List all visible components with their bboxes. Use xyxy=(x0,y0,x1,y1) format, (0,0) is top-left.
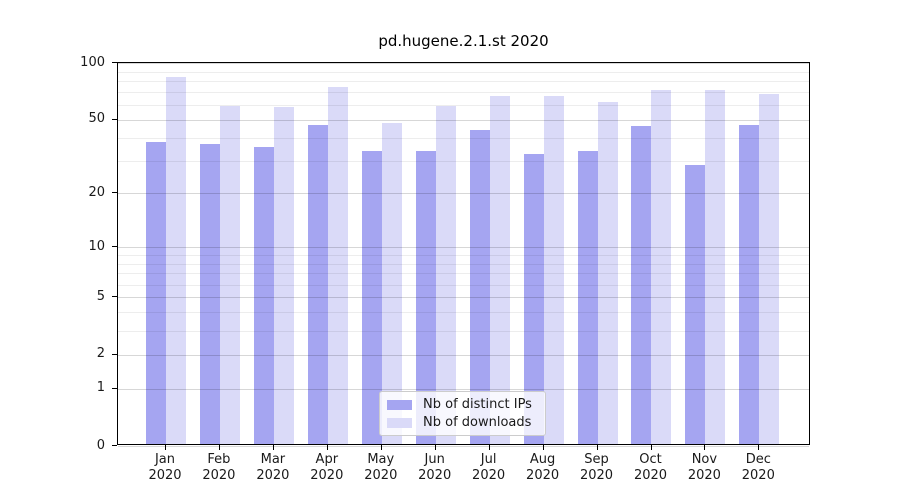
bar-nb-of-distinct-ips-aug xyxy=(523,153,544,444)
bar-nb-of-downloads-sep xyxy=(597,101,618,444)
x-tick-dec xyxy=(758,445,760,450)
bar-nb-of-downloads-jun xyxy=(435,105,456,444)
gridline-50 xyxy=(118,119,809,121)
bar-nb-of-downloads-dec xyxy=(759,93,780,444)
gridline-6 xyxy=(118,284,809,286)
bar-nb-of-distinct-ips-apr xyxy=(307,124,328,444)
x-tick-apr xyxy=(326,445,328,450)
x-tick-feb xyxy=(218,445,220,450)
bar-nb-of-downloads-jan xyxy=(166,77,186,444)
y-tick-1 xyxy=(112,387,117,389)
x-tick-nov xyxy=(704,445,706,450)
y-tick-label-20: 20 xyxy=(88,184,105,200)
y-tick-10 xyxy=(112,246,117,247)
bar-nb-of-distinct-ips-sep xyxy=(577,151,598,444)
x-tick-label-dec: Dec 2020 xyxy=(741,452,775,483)
gridline-2 xyxy=(118,354,809,356)
x-tick-label-apr: Apr 2020 xyxy=(310,452,344,483)
x-tick-label-jun: Jun 2020 xyxy=(418,452,452,483)
x-tick-label-jan: Jan 2020 xyxy=(148,452,182,483)
bar-nb-of-downloads-may xyxy=(381,122,402,444)
y-tick-50 xyxy=(112,118,117,120)
bar-nb-of-distinct-ips-feb xyxy=(199,144,220,444)
gridline-8 xyxy=(118,263,809,265)
y-tick-0 xyxy=(112,445,117,446)
bar-nb-of-downloads-feb xyxy=(219,105,240,444)
x-tick-label-oct: Oct 2020 xyxy=(633,452,668,483)
x-tick-label-mar: Mar 2020 xyxy=(256,452,290,483)
y-tick-2 xyxy=(112,353,117,355)
x-tick-jun xyxy=(434,445,436,450)
x-tick-may xyxy=(380,445,382,450)
gridline-30 xyxy=(118,161,809,162)
legend: Nb of distinct IPs Nb of downloads xyxy=(379,391,546,436)
x-tick-label-nov: Nov 2020 xyxy=(687,452,721,483)
legend-label-distinct-ips: Nb of distinct IPs xyxy=(423,397,532,412)
y-tick-20 xyxy=(112,192,117,194)
legend-swatch-distinct-ips-icon xyxy=(387,399,412,410)
bar-nb-of-downloads-aug xyxy=(543,96,564,444)
legend-item-distinct-ips: Nb of distinct IPs xyxy=(387,397,532,412)
y-tick-label-100: 100 xyxy=(80,54,105,70)
bar-nb-of-distinct-ips-jul xyxy=(469,130,490,444)
x-tick-jan xyxy=(165,445,166,450)
bar-nb-of-downloads-oct xyxy=(651,90,672,444)
bar-nb-of-downloads-mar xyxy=(273,107,294,444)
gridline-100 xyxy=(118,63,809,64)
bar-nb-of-distinct-ips-jun xyxy=(415,151,436,444)
gridline-0 xyxy=(118,446,809,447)
x-tick-aug xyxy=(542,445,544,450)
y-tick-label-1: 1 xyxy=(96,380,105,395)
bar-nb-of-downloads-nov xyxy=(705,90,726,444)
legend-swatch-downloads-icon xyxy=(387,417,412,428)
gridline-1 xyxy=(118,388,809,390)
gridline-5 xyxy=(118,297,809,299)
bar-nb-of-distinct-ips-mar xyxy=(253,146,274,444)
y-tick-label-10: 10 xyxy=(88,238,105,254)
gridline-40 xyxy=(118,137,809,139)
legend-label-downloads: Nb of downloads xyxy=(423,415,532,430)
gridline-3 xyxy=(118,331,809,332)
plot-area xyxy=(117,62,810,447)
chart-title: pd.hugene.2.1.st 2020 xyxy=(378,32,549,50)
x-tick-oct xyxy=(650,445,652,450)
x-tick-mar xyxy=(272,445,274,450)
gridline-10 xyxy=(118,247,809,248)
bar-nb-of-downloads-apr xyxy=(327,86,348,444)
y-tick-label-5: 5 xyxy=(96,288,105,304)
bar-nb-of-distinct-ips-may xyxy=(361,151,382,444)
bar-nb-of-distinct-ips-dec xyxy=(739,124,760,444)
gridline-90 xyxy=(118,71,809,73)
bar-nb-of-downloads-jul xyxy=(489,96,510,444)
y-tick-label-50: 50 xyxy=(88,111,105,127)
gridline-20 xyxy=(118,193,809,195)
x-tick-label-aug: Aug 2020 xyxy=(526,452,560,483)
gridline-80 xyxy=(118,81,809,83)
y-tick-100 xyxy=(112,62,117,63)
y-tick-5 xyxy=(112,296,117,298)
bar-nb-of-distinct-ips-oct xyxy=(631,126,652,444)
x-tick-label-may: May 2020 xyxy=(364,452,398,483)
x-tick-jul xyxy=(488,445,490,450)
x-tick-sep xyxy=(596,445,598,450)
y-tick-label-2: 2 xyxy=(96,346,105,362)
gridline-4 xyxy=(118,312,809,314)
x-tick-label-jul: Jul 2020 xyxy=(472,452,506,483)
bar-nb-of-distinct-ips-nov xyxy=(685,164,706,444)
x-tick-label-feb: Feb 2020 xyxy=(202,452,236,483)
y-tick-label-0: 0 xyxy=(96,437,105,453)
gridline-9 xyxy=(118,254,809,256)
gridline-7 xyxy=(118,273,809,275)
gridline-70 xyxy=(118,92,809,94)
bar-nb-of-distinct-ips-jan xyxy=(146,142,166,444)
x-tick-label-sep: Sep 2020 xyxy=(579,452,614,483)
gridline-60 xyxy=(118,104,809,106)
legend-item-downloads: Nb of downloads xyxy=(387,415,532,430)
